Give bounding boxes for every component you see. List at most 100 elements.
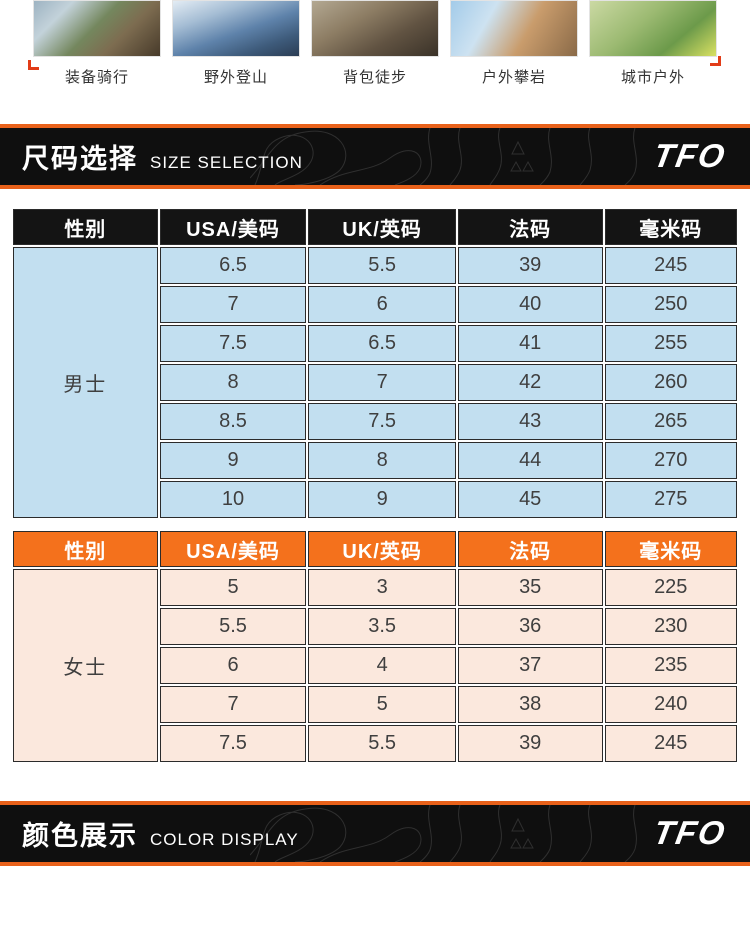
- size-cell: 45: [457, 481, 603, 518]
- category-item-climbing[interactable]: 户外攀岩: [450, 0, 578, 87]
- topo-contour-pattern: [250, 805, 637, 862]
- category-photo-mountaineering: [172, 0, 300, 57]
- size-cell: 7: [159, 686, 307, 723]
- size-cell: 8.5: [159, 403, 307, 440]
- size-cell: 235: [604, 647, 737, 684]
- size-cell: 44: [457, 442, 603, 479]
- header-uk-size: UK/英码: [308, 531, 456, 567]
- size-cell: 3: [308, 569, 456, 606]
- color-display-title-cn: 颜色展示: [22, 821, 138, 851]
- women-size-table: 性别 USA/美码 UK/英码 法码 毫米码 女士 5 3 35 225 5.5…: [11, 529, 739, 764]
- category-label: 背包徒步: [342, 69, 407, 86]
- size-cell: 8: [308, 442, 456, 479]
- size-cell: 6.5: [308, 325, 456, 362]
- table-row: 7 5 38 240: [13, 686, 737, 723]
- size-cell: 5.5: [308, 725, 456, 762]
- size-cell: 41: [457, 325, 603, 362]
- category-item-mountaineering[interactable]: 野外登山: [172, 0, 300, 87]
- category-label: 户外攀岩: [481, 69, 546, 86]
- category-photo-hiking: [311, 0, 439, 57]
- category-photo-climbing: [450, 0, 578, 57]
- corner-bracket-right-icon: [710, 56, 721, 66]
- category-photo-cycling: [33, 0, 161, 57]
- size-cell: 230: [604, 608, 737, 645]
- color-display-title-en: COLOR DISPLAY: [150, 830, 299, 849]
- size-cell: 43: [457, 403, 603, 440]
- size-cell: 35: [457, 569, 603, 606]
- category-item-hiking[interactable]: 背包徒步: [311, 0, 439, 87]
- size-cell: 5: [308, 686, 456, 723]
- size-cell: 7: [159, 286, 307, 323]
- size-selection-title-en: SIZE SELECTION: [150, 153, 303, 172]
- size-cell: 7: [308, 364, 456, 401]
- table-row: 7.5 5.5 39 245: [13, 725, 737, 762]
- header-usa-size: USA/美码: [159, 209, 307, 245]
- table-row: 8.5 7.5 43 265: [13, 403, 737, 440]
- size-cell: 36: [457, 608, 603, 645]
- size-cell: 7.5: [159, 325, 307, 362]
- size-cell: 42: [457, 364, 603, 401]
- size-cell: 6.5: [159, 247, 307, 284]
- size-cell: 250: [604, 286, 737, 323]
- size-cell: 6: [308, 286, 456, 323]
- size-cell: 6: [159, 647, 307, 684]
- category-label: 城市户外: [620, 69, 685, 86]
- size-cell: 5.5: [159, 608, 307, 645]
- table-row: 女士 5 3 35 225: [13, 569, 737, 762]
- category-item-cycling[interactable]: 装备骑行: [33, 0, 161, 87]
- men-size-table: 性别 USA/美码 UK/英码 法码 毫米码 男士 6.5 5.5 39 245…: [11, 207, 739, 520]
- topo-contour-pattern: [250, 128, 637, 185]
- header-uk-size: UK/英码: [308, 209, 456, 245]
- size-cell: 240: [604, 686, 737, 723]
- size-cell: 39: [457, 725, 603, 762]
- size-cell: 7.5: [308, 403, 456, 440]
- table-row: 9 8 44 270: [13, 442, 737, 479]
- size-cell: 38: [457, 686, 603, 723]
- size-cell: 260: [604, 364, 737, 401]
- category-photo-urban-outdoor: [589, 0, 717, 57]
- size-cell: 5: [159, 569, 307, 606]
- header-mm-size: 毫米码: [604, 531, 737, 567]
- size-selection-title-cn: 尺码选择: [22, 144, 138, 174]
- table-row: 10 9 45 275: [13, 481, 737, 518]
- table-row: 7 6 40 250: [13, 286, 737, 323]
- category-item-urban-outdoor[interactable]: 城市户外: [589, 0, 717, 87]
- size-cell: 7.5: [159, 725, 307, 762]
- category-label: 野外登山: [203, 69, 268, 86]
- size-cell: 225: [604, 569, 737, 606]
- size-cell: 275: [604, 481, 737, 518]
- header-fr-size: 法码: [457, 209, 603, 245]
- banner-titles: 颜色展示 COLOR DISPLAY: [0, 814, 299, 853]
- size-cell: 8: [159, 364, 307, 401]
- table-row: 5.5 3.5 36 230: [13, 608, 737, 645]
- size-cell: 245: [604, 725, 737, 762]
- size-cell: 9: [308, 481, 456, 518]
- size-cell: 4: [308, 647, 456, 684]
- header-mm-size: 毫米码: [604, 209, 737, 245]
- tfo-brand-logo: TFO: [650, 136, 730, 174]
- size-cell: 270: [604, 442, 737, 479]
- table-row: 7.5 6.5 41 255: [13, 325, 737, 362]
- table-row: 8 7 42 260: [13, 364, 737, 401]
- header-gender: 性别: [13, 531, 158, 567]
- header-fr-size: 法码: [457, 531, 603, 567]
- category-nav: 装备骑行 野外登山 背包徒步 户外攀岩 城市户外: [0, 0, 750, 87]
- size-cell: 3.5: [308, 608, 456, 645]
- size-cell: 37: [457, 647, 603, 684]
- size-cell: 255: [604, 325, 737, 362]
- men-table-header-row: 性别 USA/美码 UK/英码 法码 毫米码: [13, 209, 737, 245]
- banner-titles: 尺码选择 SIZE SELECTION: [0, 137, 303, 176]
- women-table-header-row: 性别 USA/美码 UK/英码 法码 毫米码: [13, 531, 737, 567]
- gender-cell-men: 男士: [13, 247, 158, 518]
- tfo-brand-logo: TFO: [650, 813, 730, 851]
- corner-bracket-left-icon: [28, 60, 39, 70]
- size-cell: 265: [604, 403, 737, 440]
- size-selection-banner: 尺码选择 SIZE SELECTION TFO: [0, 124, 750, 189]
- size-cell: 40: [457, 286, 603, 323]
- color-display-banner: 颜色展示 COLOR DISPLAY TFO: [0, 801, 750, 866]
- table-row: 男士 6.5 5.5 39 245: [13, 247, 737, 518]
- size-cell: 245: [604, 247, 737, 284]
- size-cell: 5.5: [308, 247, 456, 284]
- size-cell: 9: [159, 442, 307, 479]
- size-cell: 39: [457, 247, 603, 284]
